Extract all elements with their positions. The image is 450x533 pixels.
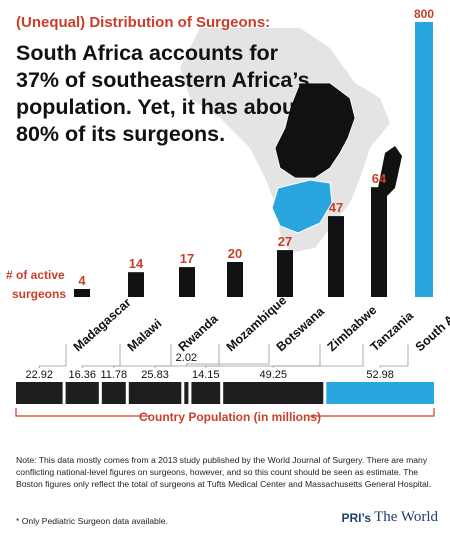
population-segment-south-africa bbox=[326, 382, 434, 404]
data-note: Note: This data mostly comes from a 2013… bbox=[16, 455, 432, 490]
leader-line-botswana bbox=[185, 344, 270, 366]
bar-rwanda bbox=[179, 267, 195, 297]
value-label-zimbabwe: 47 bbox=[329, 200, 343, 215]
population-label-zimbabwe: 14.15 bbox=[192, 369, 220, 381]
leader-line-tanzania bbox=[272, 344, 364, 368]
country-label-south-africa: South Africa bbox=[413, 294, 450, 355]
value-label-rwanda: 17 bbox=[180, 251, 194, 266]
population-label-madagascar: 22.92 bbox=[26, 369, 54, 381]
country-label-malawi: Malawi bbox=[125, 316, 165, 354]
brand-logo: PRI’s The World bbox=[342, 509, 439, 526]
population-segment-rwanda bbox=[101, 382, 126, 404]
leader-line-rwanda bbox=[113, 344, 172, 368]
southeast-africa-shape bbox=[274, 82, 356, 179]
population-axis-label-bg bbox=[150, 406, 310, 426]
leader-line-malawi bbox=[81, 344, 121, 368]
population-segment-botswana bbox=[184, 382, 189, 404]
population-segment-mozambique bbox=[128, 382, 182, 404]
bar-malawi bbox=[128, 272, 144, 297]
population-label-tanzania: 49.25 bbox=[259, 369, 287, 381]
leader-line-mozambique bbox=[154, 344, 220, 368]
population-label-mozambique: 25.83 bbox=[141, 369, 169, 381]
value-label-tanzania: 64 bbox=[372, 171, 387, 186]
surgeon-value-labels: 4 14 17 20 27 47 64 800 bbox=[78, 7, 434, 288]
population-strip bbox=[16, 382, 434, 404]
population-labels: 22.92 16.36 11.78 25.83 2.02 14.15 49.25 52.98 bbox=[26, 352, 394, 381]
country-label-rwanda: Rwanda bbox=[176, 311, 222, 354]
population-label-malawi: 16.36 bbox=[68, 369, 96, 381]
population-axis-label: Country Population (in millions) bbox=[139, 410, 321, 424]
value-label-south-africa: 800 bbox=[414, 7, 434, 21]
bar-south-africa bbox=[415, 22, 433, 297]
pri-logo-mark: PRI’s bbox=[341, 510, 372, 525]
leader-line-south-africa bbox=[379, 344, 409, 368]
country-label-madagascar: Madagascar bbox=[71, 295, 134, 354]
population-label-botswana: 2.02 bbox=[176, 352, 197, 364]
population-label-rwanda: 11.78 bbox=[100, 369, 127, 381]
surgeon-bars bbox=[74, 22, 433, 297]
population-segment-tanzania bbox=[223, 382, 324, 404]
bar-botswana bbox=[277, 250, 293, 297]
value-label-botswana: 27 bbox=[278, 234, 292, 249]
madagascar-shape bbox=[378, 146, 402, 198]
population-label-south-africa: 52.98 bbox=[366, 369, 394, 381]
bar-mozambique bbox=[227, 262, 243, 297]
chart-kicker: (Unequal) Distribution of Surgeons: bbox=[16, 14, 271, 31]
population-segment-madagascar bbox=[16, 382, 63, 404]
surgeons-axis-label-line2: surgeons bbox=[12, 287, 66, 301]
surgeons-axis-label-line1: # of active bbox=[6, 268, 65, 282]
chart-headline: South Africa accounts for 37% of southea… bbox=[16, 41, 310, 146]
leader-line-zimbabwe bbox=[205, 344, 321, 368]
africa-map bbox=[180, 28, 402, 253]
value-label-madagascar: 4 bbox=[78, 273, 86, 288]
value-label-malawi: 14 bbox=[129, 256, 144, 271]
bar-tanzania bbox=[371, 187, 387, 297]
leader-lines bbox=[38, 344, 409, 368]
south-africa-shape bbox=[271, 179, 333, 234]
the-world-wordmark: The World bbox=[374, 509, 438, 525]
population-segment-malawi bbox=[65, 382, 99, 404]
country-label-botswana: Botswana bbox=[274, 304, 328, 355]
bar-zimbabwe bbox=[328, 216, 344, 297]
value-label-mozambique: 20 bbox=[228, 246, 242, 261]
footnote: * Only Pediatric Surgeon data available. bbox=[16, 516, 168, 526]
leader-line-madagascar bbox=[38, 344, 67, 368]
population-segment-zimbabwe bbox=[191, 382, 221, 404]
bar-madagascar bbox=[74, 289, 90, 297]
